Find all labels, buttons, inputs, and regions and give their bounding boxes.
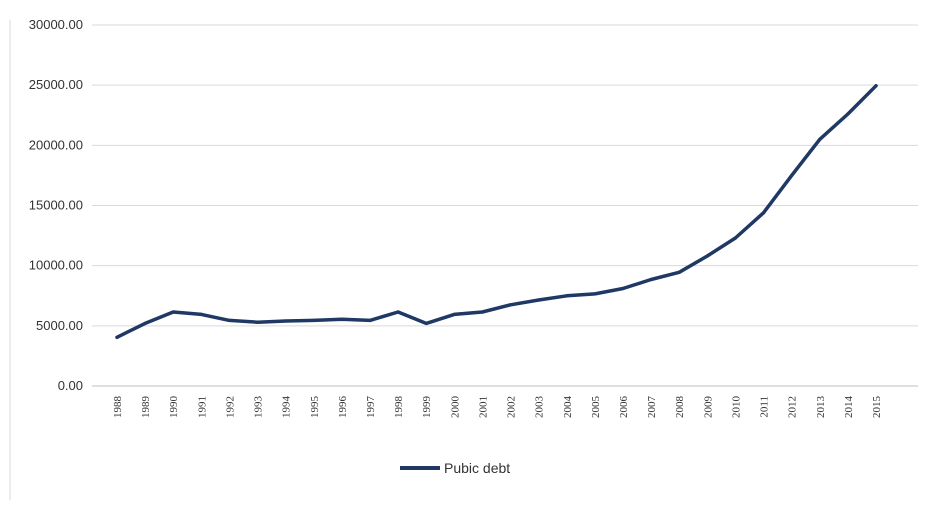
x-tick-label: 2012 xyxy=(787,396,799,418)
data-point xyxy=(115,335,119,339)
y-tick-label: 5000.00 xyxy=(36,318,83,333)
data-point xyxy=(284,319,288,323)
data-point xyxy=(171,310,175,314)
x-tick-label: 1999 xyxy=(421,396,433,419)
y-tick-label: 0.00 xyxy=(58,378,83,393)
data-point xyxy=(452,312,456,316)
data-point xyxy=(509,303,513,307)
data-point xyxy=(649,277,653,282)
data-point xyxy=(537,298,541,302)
x-axis-tick-labels: 1988 1989 1990 1991 1992 1993 1994 1995 1996 1997… xyxy=(112,396,883,419)
series-line-pubic-debt xyxy=(115,84,878,340)
data-point xyxy=(762,211,766,215)
data-point xyxy=(705,254,709,258)
x-tick-label: 1998 xyxy=(393,396,405,419)
x-tick-label: 1997 xyxy=(365,396,377,419)
data-point xyxy=(396,310,400,314)
data-point xyxy=(312,318,316,322)
x-tick-label: 2013 xyxy=(815,396,827,419)
y-tick-label: 15000.00 xyxy=(29,198,83,213)
data-point xyxy=(874,84,878,88)
series-layer xyxy=(115,84,878,340)
x-tick-label: 1988 xyxy=(112,396,124,419)
data-point xyxy=(368,318,372,322)
legend-label-pubic-debt: Pubic debt xyxy=(444,460,510,476)
x-tick-label: 2010 xyxy=(730,396,742,419)
data-point xyxy=(846,112,850,116)
data-point xyxy=(565,294,569,298)
x-tick-label: 2015 xyxy=(871,396,883,419)
y-tick-label: 10000.00 xyxy=(29,258,83,273)
x-tick-label: 1990 xyxy=(168,396,180,419)
data-point xyxy=(677,270,681,274)
x-tick-label: 2011 xyxy=(759,396,771,418)
data-point xyxy=(818,137,822,141)
y-tick-label: 30000.00 xyxy=(29,17,83,32)
x-tick-label: 1991 xyxy=(196,396,208,418)
y-tick-label: 25000.00 xyxy=(29,77,83,92)
x-tick-label: 2001 xyxy=(477,396,489,418)
x-tick-label: 2014 xyxy=(843,396,855,419)
data-point xyxy=(143,321,147,325)
x-tick-label: 2006 xyxy=(618,396,630,419)
x-tick-label: 1992 xyxy=(224,396,236,418)
y-tick-label: 20000.00 xyxy=(29,137,83,152)
x-tick-label: 1994 xyxy=(281,396,293,419)
x-tick-label: 1995 xyxy=(309,396,321,419)
x-tick-label: 1989 xyxy=(140,396,152,419)
gridlines xyxy=(9,20,918,500)
x-tick-label: 2009 xyxy=(702,396,714,419)
x-tick-label: 2005 xyxy=(590,396,602,419)
x-tick-label: 2002 xyxy=(506,396,518,418)
data-point xyxy=(621,286,625,291)
x-tick-label: 2003 xyxy=(534,396,546,419)
x-tick-label: 1996 xyxy=(337,396,349,419)
data-point xyxy=(424,321,428,325)
data-point xyxy=(593,292,597,296)
x-tick-label: 1993 xyxy=(253,396,265,419)
y-axis-tick-labels: 0.00 5000.00 10000.00 15000.00 20000.00 25000… xyxy=(29,17,83,393)
data-point xyxy=(733,236,738,240)
x-tick-label: 2004 xyxy=(562,396,574,419)
data-point xyxy=(790,173,794,177)
data-point xyxy=(227,318,231,322)
x-tick-label: 2000 xyxy=(449,396,461,419)
data-point xyxy=(199,312,203,316)
data-point xyxy=(256,320,260,324)
data-point xyxy=(480,310,484,314)
x-tick-label: 2007 xyxy=(646,396,658,419)
x-tick-label: 2008 xyxy=(674,396,686,419)
data-point xyxy=(340,317,344,321)
legend: Pubic debt xyxy=(400,460,510,476)
